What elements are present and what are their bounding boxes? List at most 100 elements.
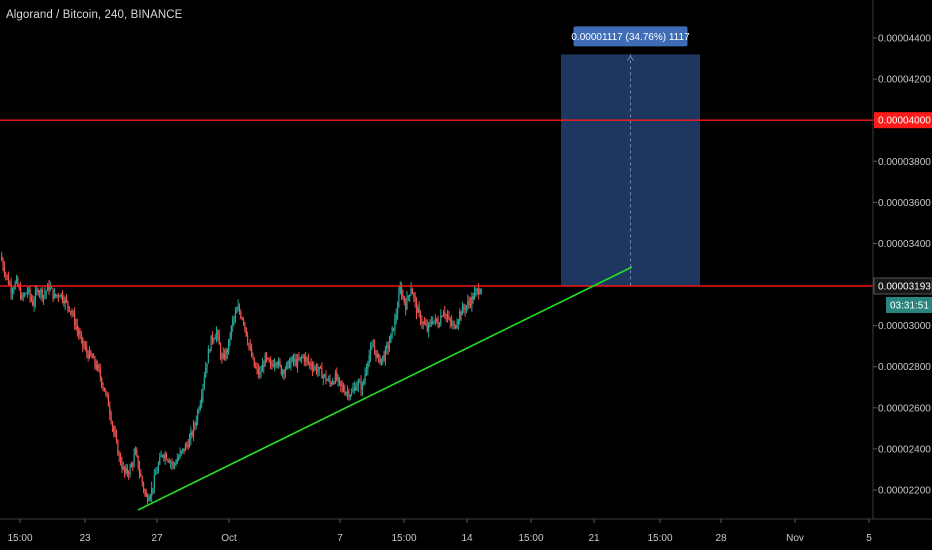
candle-body (221, 356, 223, 359)
candle-body (61, 293, 64, 301)
candle-body (433, 320, 435, 323)
candle-body (155, 473, 157, 476)
candle-body (48, 284, 50, 290)
candle-body (279, 360, 281, 366)
price-axis[interactable]: 0.00002200 0.00002400 0.00002600 0.00002800… (872, 0, 932, 519)
trendline[interactable] (137, 266, 633, 511)
candle-body (9, 283, 11, 285)
candle-body (349, 395, 351, 397)
candle-body (84, 346, 87, 348)
candle-body (445, 315, 447, 317)
candle-body (148, 498, 150, 501)
candle-body (72, 313, 74, 315)
candle-body (278, 360, 280, 366)
candle-body (255, 366, 257, 368)
candle-body (291, 356, 293, 362)
candle-body (191, 432, 193, 435)
candle-body (44, 293, 46, 296)
candle-body (341, 385, 343, 387)
candle-body (330, 382, 332, 385)
candle-body (457, 320, 459, 325)
candle-body (192, 424, 195, 435)
candle-body (206, 363, 208, 368)
candle-body (30, 296, 33, 301)
candle-body (18, 286, 20, 289)
price-tick-label: 0.00003800 (878, 157, 931, 168)
candle-body (67, 301, 69, 307)
candle-body (336, 372, 338, 380)
candle-body (17, 278, 19, 287)
candle-body (384, 348, 386, 361)
time-tick-label: 15:00 (647, 533, 672, 544)
candle-body (210, 335, 212, 352)
candle-body (453, 324, 455, 326)
candle-body (101, 377, 103, 385)
candle-body (37, 289, 39, 294)
candle-body (113, 426, 115, 433)
candle-body (276, 363, 278, 366)
candle-body (201, 395, 203, 404)
candle-body (423, 322, 426, 325)
price-tick-label: 0.00003000 (878, 321, 931, 332)
candle-body (315, 366, 318, 372)
candle-body (383, 355, 385, 361)
candle-body (22, 295, 24, 297)
candle-body (387, 345, 389, 348)
candle-body (146, 496, 149, 501)
candle-body (188, 438, 191, 448)
candle-body (128, 473, 130, 475)
candle-body (68, 306, 70, 312)
candle-body (211, 335, 214, 341)
price-tick-label: 0.00003400 (878, 239, 931, 250)
time-tick-label: 23 (79, 533, 91, 544)
candle-body (464, 308, 466, 310)
candle-body (110, 414, 112, 423)
price-tick-label: 0.00002800 (878, 362, 931, 373)
candle-body (194, 424, 196, 426)
candle-body (240, 312, 242, 318)
candle-body (130, 464, 132, 468)
candle-series (1, 251, 482, 505)
candle-body (33, 301, 35, 306)
candle-body (357, 382, 359, 386)
candle-body (171, 462, 173, 464)
candle-body (179, 452, 181, 458)
candle-body (284, 369, 287, 374)
candle-body (202, 385, 204, 396)
candle-body (476, 288, 478, 290)
candle-body (69, 311, 72, 313)
price-tick-label: 0.00002600 (878, 403, 931, 414)
candle-body (111, 422, 114, 427)
candle-body (437, 321, 439, 327)
candle-body (183, 448, 185, 451)
candle-body (71, 311, 73, 314)
candle-body (74, 313, 76, 326)
candle-body (371, 346, 373, 349)
candle-body (386, 345, 388, 349)
candle-body (57, 294, 60, 297)
candle-body (328, 379, 330, 381)
candle-body (375, 350, 377, 358)
candle-body (184, 444, 187, 451)
candle-body (303, 355, 305, 362)
candle-body (251, 348, 253, 357)
candle-body (260, 371, 262, 373)
candle-body (167, 459, 169, 461)
candle-body (365, 369, 368, 374)
candle-body (49, 287, 51, 290)
candle-body (257, 368, 259, 375)
candle-body (478, 288, 480, 295)
candle-body (372, 346, 374, 348)
candle-body (164, 454, 166, 459)
candle-body (418, 307, 420, 313)
candle-body (15, 278, 18, 283)
candle-body (182, 448, 184, 451)
candle-body (403, 296, 405, 303)
candle-body (414, 296, 416, 301)
candle-body (434, 318, 436, 321)
candle-body (7, 276, 10, 284)
candle-body (19, 288, 22, 299)
time-axis[interactable]: 15:00 23 27 Oct 7 15:00 14 15:00 21 15:00 28 Nov 5 (0, 518, 932, 544)
candle-body (215, 331, 218, 338)
